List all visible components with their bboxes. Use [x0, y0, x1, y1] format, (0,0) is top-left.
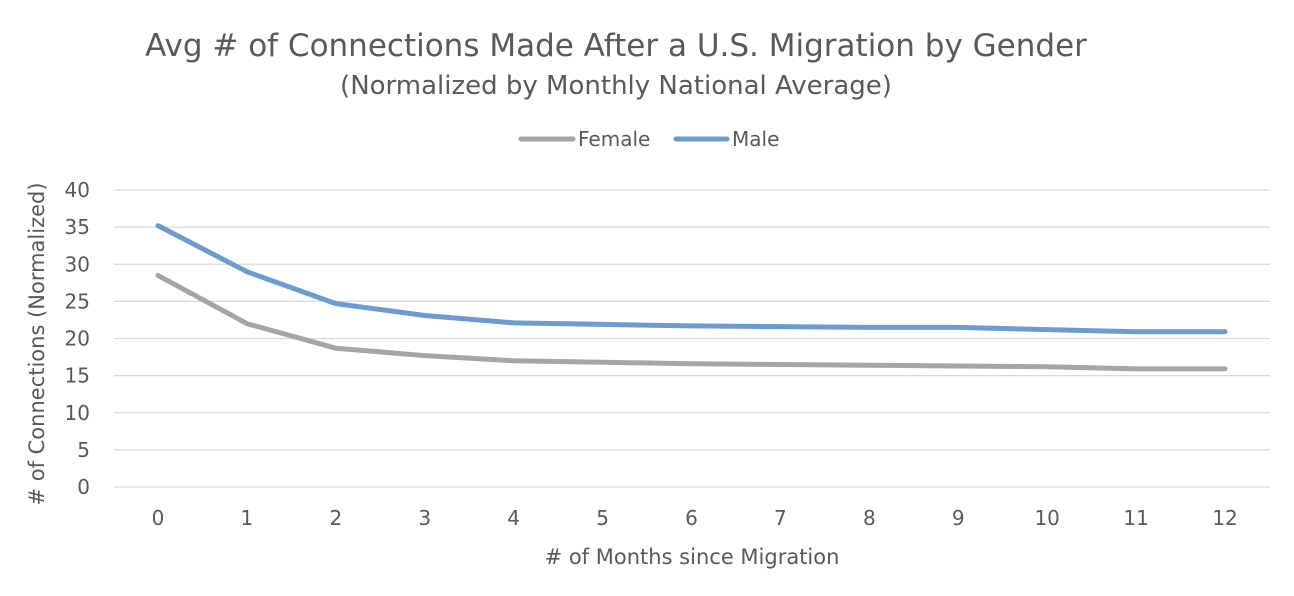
x-tick-label: 12: [1212, 506, 1237, 530]
x-tick-label: 4: [507, 506, 520, 530]
y-tick-label: 10: [65, 401, 90, 425]
legend-label-male: Male: [732, 127, 779, 151]
legend-label-female: Female: [578, 127, 650, 151]
chart-title: Avg # of Connections Made After a U.S. M…: [145, 28, 1087, 64]
series-line-female: [155, 272, 1228, 372]
y-tick-label: 25: [65, 289, 90, 313]
y-tick-label: 35: [65, 215, 90, 239]
x-tick-label: 6: [685, 506, 698, 530]
y-axis-title: # of Connections (Normalized): [25, 182, 49, 505]
x-tick-label: 8: [863, 506, 876, 530]
y-tick-label: 5: [77, 438, 90, 462]
series-lines: [155, 223, 1228, 372]
x-tick-label: 10: [1034, 506, 1059, 530]
x-tick-label: 2: [329, 506, 342, 530]
chart-subtitle: (Normalized by Monthly National Average): [340, 71, 892, 101]
y-tick-label: 0: [77, 475, 90, 499]
x-tick-label: 11: [1123, 506, 1148, 530]
x-tick-label: 5: [596, 506, 609, 530]
x-tick-label: 3: [418, 506, 431, 530]
x-axis-ticks: 0 1 2 3 4 5 6 7 8 9 10 11 12: [152, 506, 1238, 530]
x-axis-title: # of Months since Migration: [545, 545, 840, 569]
x-tick-label: 1: [241, 506, 254, 530]
y-axis-ticks: 0 5 10 15 20 25 30 35 40: [65, 178, 90, 499]
x-tick-label: 9: [952, 506, 965, 530]
series-line-male: [155, 223, 1228, 335]
gridlines: [114, 189, 1270, 488]
y-tick-label: 15: [65, 364, 90, 388]
y-tick-label: 30: [65, 252, 90, 276]
y-tick-label: 40: [65, 178, 90, 202]
x-tick-label: 7: [774, 506, 787, 530]
legend: Female Male: [518, 127, 779, 151]
y-tick-label: 20: [65, 327, 90, 351]
x-tick-label: 0: [152, 506, 165, 530]
